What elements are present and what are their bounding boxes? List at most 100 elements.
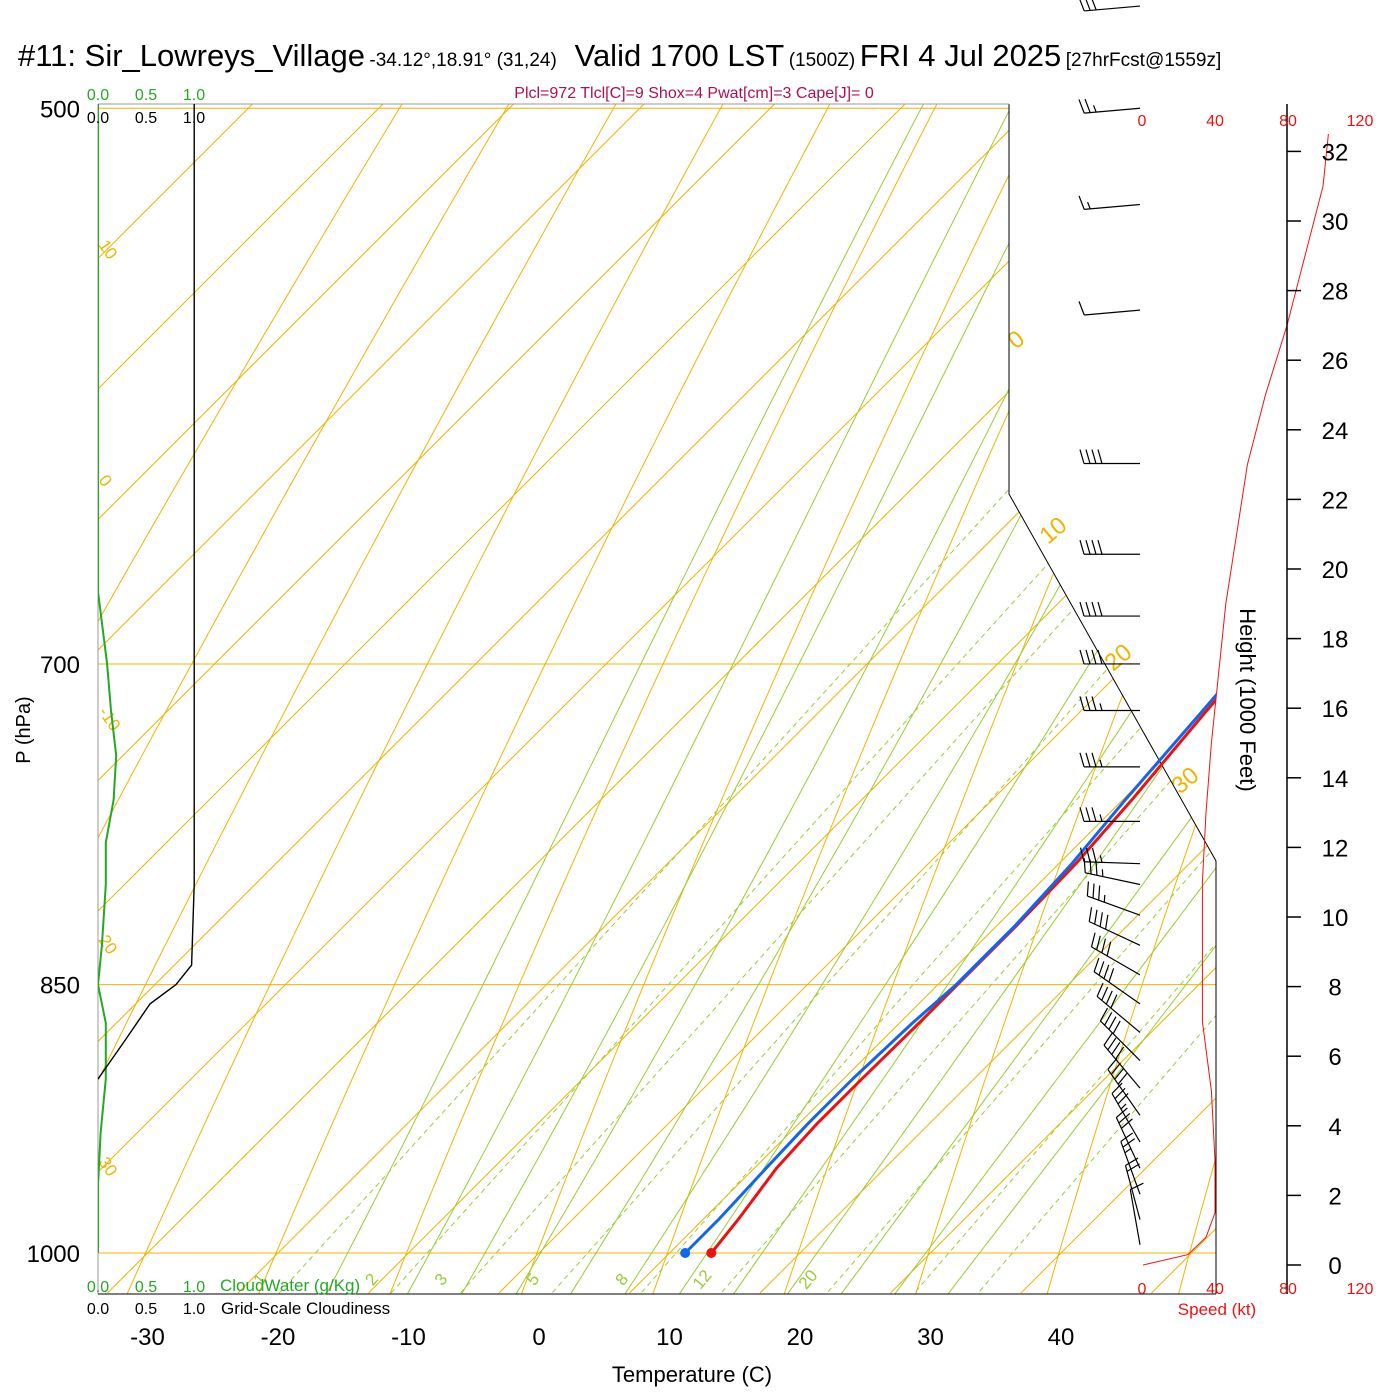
height-axis-title: Height (1000 Feet) [1235,608,1260,791]
height-tick-label: 20 [1322,557,1349,584]
sounding-indices: Plcl=972 Tlcl[C]=9 Shox=4 Pwat[cm]=3 Cap… [514,85,874,102]
moist-adiabat [776,104,1216,1294]
wind-barb [1107,1057,1141,1116]
x-tick-label: 20 [787,1324,814,1351]
cloudiness-tick-bottom: 0.5 [135,1301,157,1318]
valid-date: FRI 4 Jul 2025 [859,38,1062,73]
cloud-water-tick-top: 0.5 [135,87,157,104]
height-tick-label: 12 [1322,835,1349,862]
zulu-time: (1500Z) [788,50,856,71]
mixing-ratio-label: 20 [795,1266,822,1293]
mixing-ratio-label: 12 [689,1266,716,1293]
mixing-ratio-line [312,104,1216,1294]
moist-adiabat [359,104,1216,1294]
station-coords: -34.12°,18.91° (31,24) [369,50,557,71]
dry-adiabat [1290,0,1400,1380]
height-tick-label: 18 [1322,627,1349,654]
pressure-tick-label: 850 [40,973,80,1000]
speed-tick-top: 0 [1138,113,1147,130]
pressure-tick-label: 1000 [27,1241,80,1268]
mixing-ratio-line [382,104,1216,1294]
wind-barb [1079,649,1140,665]
height-tick-label: 14 [1322,766,1349,793]
height-tick-label: 30 [1322,209,1349,236]
left-dry-adiabat-label: -10 [95,703,125,734]
dry-adiabat [755,104,1216,1294]
height-tick-label: 16 [1322,696,1349,723]
dry-adiabat [98,104,1216,1294]
cloud-water-line [98,104,118,1253]
cloud-water-tick-top: 0.0 [87,87,109,104]
x-tick-label: -20 [261,1324,296,1351]
wind-speed-line [1142,133,1329,1266]
plot-frame [97,103,1217,1295]
wind-barb [1079,540,1140,555]
mixing-ratio-label: 5 [523,1270,544,1289]
x-axis-title: Temperature (C) [612,1362,772,1387]
wind-barb [1079,847,1141,865]
wind-barb [1111,1082,1141,1143]
moist-adiabat [463,104,1216,1294]
speed-tick-top: 80 [1279,113,1297,130]
height-tick-label: 8 [1328,975,1341,1002]
speed-axis-title: Speed (kt) [1178,1300,1256,1319]
dry-adiabat [1155,104,1216,1294]
cloud-water-tick-top: 1.0 [183,87,205,104]
frame-right-edge [1008,104,1217,1294]
mixing-ratio-line [474,104,1216,1294]
wind-barb [1120,1132,1141,1195]
speed-tick-top: 40 [1206,113,1224,130]
height-tick-label: 2 [1328,1183,1341,1210]
moist-adiabat [280,104,1216,1294]
wind-barbs [1078,0,1144,1245]
cloudiness-axis-title: Grid-Scale Cloudiness [221,1299,390,1318]
isotherm-line [98,104,689,1294]
isotherm-line [629,104,1216,1294]
isotherm-line [98,104,950,1294]
moist-adiabat [724,104,1216,1294]
x-tick-label: 0 [532,1324,545,1351]
height-tick-label: 28 [1322,279,1349,306]
wind-barb [1078,98,1141,114]
cloud-water-tick-bottom: 0.5 [135,1279,157,1296]
moist-adiabat [881,104,1216,1294]
isotherm-line [890,104,1216,1294]
dry-adiabat [888,104,1216,1294]
dry-adiabat [622,104,1216,1294]
isotherm-line [98,104,428,1294]
height-tick-label: 4 [1328,1114,1341,1141]
wind-barb [1078,195,1141,210]
temperature-line [710,697,1216,1254]
wind-barb [1096,982,1141,1033]
mixing-ratio-label: 8 [612,1270,633,1289]
speed-tick-bottom: 40 [1206,1281,1224,1298]
station-title: #11: Sir_Lowreys_Village [18,38,365,73]
height-tick-label: 10 [1322,905,1349,932]
dry-adiabat [355,104,1216,1294]
isotherm-line [1020,104,1216,1294]
isotherm-line [98,104,819,1294]
chart-header: #11: Sir_Lowreys_Village -34.12°,18.91° … [18,38,1221,74]
speed-tick-bottom: 0 [1138,1281,1147,1298]
mixing-ratio-label: 3 [431,1270,452,1289]
height-tick-label: 26 [1322,348,1349,375]
right-dry-adiabat-label: 10 [1035,512,1073,550]
wind-barb [1129,1182,1144,1245]
speed-tick-bottom: 120 [1347,1281,1374,1298]
moist-adiabat [829,104,1216,1294]
mixing-ratio-line [200,104,1216,1294]
height-tick-label: 0 [1328,1253,1341,1280]
dry-adiabat [221,104,1216,1294]
surface-temperature-dot [706,1248,717,1258]
right-dry-adiabat-label: 30 [1167,762,1205,800]
x-tick-label: 10 [656,1324,683,1351]
right-dry-adiabat-label: 0 [1003,325,1031,354]
moist-adiabat [568,104,1216,1294]
wind-barb [1103,1032,1141,1089]
wind-barb [1083,858,1141,886]
